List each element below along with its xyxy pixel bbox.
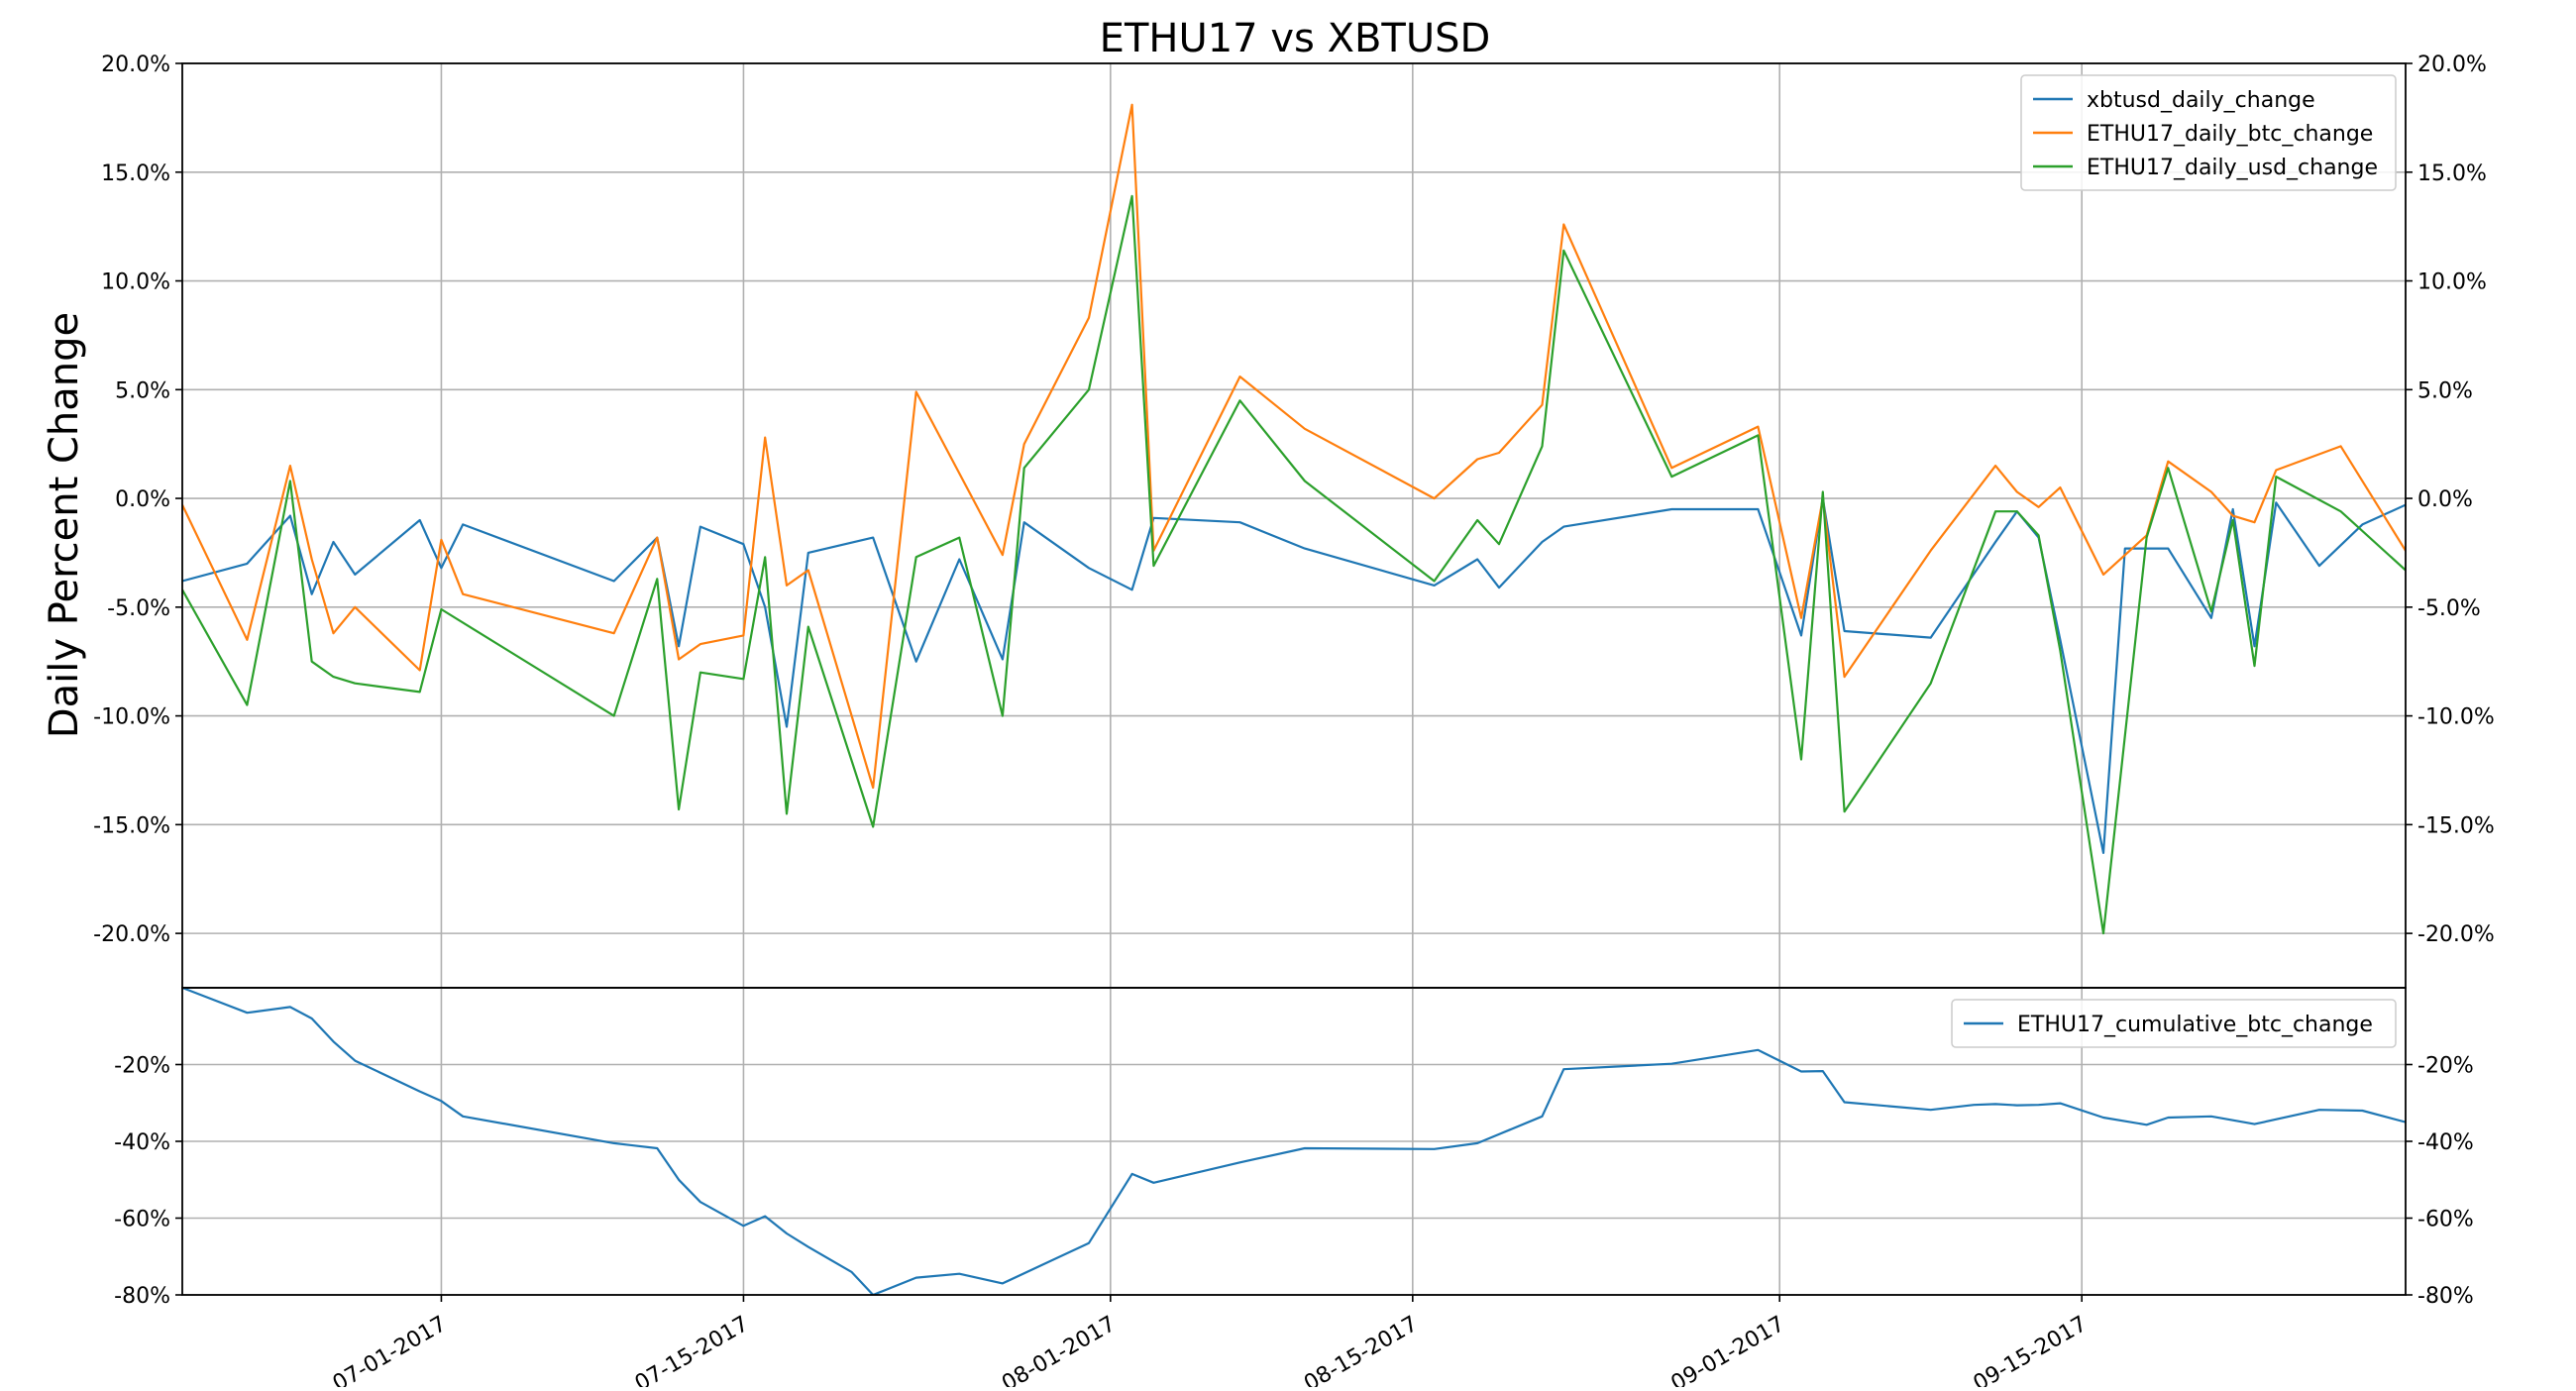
x-tick-label: 09-15-2017 xyxy=(1970,1312,2092,1387)
y-tick-label-right: 10.0% xyxy=(2417,270,2487,295)
series-line-ETHU17_daily_usd_change xyxy=(182,194,2406,935)
panel-1: 20.0% 20.0% 15.0% 15.0% 10.0% 10.0% 5.0% 5.0% 0.… xyxy=(93,53,2495,989)
y-tick-label-left: -5.0% xyxy=(107,596,170,621)
x-tick-label: 08-15-2017 xyxy=(1300,1312,1422,1387)
legend-entry: xbtusd_daily_change xyxy=(2087,88,2315,113)
x-tick-label: 09-01-2017 xyxy=(1667,1312,1789,1387)
y-tick-label-right: -10.0% xyxy=(2417,705,2495,730)
y-tick-label-right: 5.0% xyxy=(2417,378,2473,403)
legend-box xyxy=(2020,74,2397,191)
y-tick-label-left: 5.0% xyxy=(115,378,170,403)
y-tick-label-right: -80% xyxy=(2417,1284,2474,1309)
x-tick-label: 07-01-2017 xyxy=(329,1312,451,1387)
legend-entry: ETHU17_daily_btc_change xyxy=(2087,122,2373,147)
legend-box xyxy=(1951,999,2397,1048)
legend: xbtusd_daily_change ETHU17_daily_btc_chan… xyxy=(2020,74,2397,191)
y-tick-label-left: -60% xyxy=(114,1208,170,1232)
series-line-ETHU17_daily_btc_change xyxy=(182,103,2406,790)
legend-entry: ETHU17_daily_usd_change xyxy=(2087,156,2378,180)
plot-frame xyxy=(181,987,2407,1296)
y-tick-label-right: 15.0% xyxy=(2417,161,2487,186)
plot-frame xyxy=(181,62,2407,989)
chart-title: ETHU17 vs XBTUSD xyxy=(1100,16,1491,61)
y-tick-label-left: 20.0% xyxy=(101,53,170,77)
y-tick-label-left: -10.0% xyxy=(93,705,170,730)
y-tick-label-left: -40% xyxy=(114,1130,170,1155)
y-tick-label-right: -15.0% xyxy=(2417,813,2495,838)
y-axis-label: Daily Percent Change xyxy=(42,312,87,738)
y-tick-label-left: -20.0% xyxy=(93,922,170,947)
y-tick-label-right: -40% xyxy=(2417,1130,2474,1155)
legend: ETHU17_cumulative_btc_change xyxy=(1951,999,2397,1048)
y-tick-label-right: 20.0% xyxy=(2417,53,2487,77)
series-line-ETHU17_cumulative_btc_change xyxy=(182,988,2406,1295)
y-tick-label-left: -20% xyxy=(114,1054,170,1079)
y-tick-label-left: 15.0% xyxy=(101,161,170,186)
y-tick-label-right: -20% xyxy=(2417,1054,2474,1079)
x-tick-label: 07-15-2017 xyxy=(631,1312,753,1387)
y-tick-label-right: -20.0% xyxy=(2417,922,2495,947)
x-tick-label: 08-01-2017 xyxy=(998,1312,1120,1387)
y-tick-label-right: -5.0% xyxy=(2417,596,2481,621)
panel-2: -20% -20% -40% -40% -60% -60% -80% -80% ETHU17_c… xyxy=(114,987,2474,1309)
y-tick-label-right: -60% xyxy=(2417,1208,2474,1232)
y-tick-label-left: -15.0% xyxy=(93,813,170,838)
series-line-xbtusd_daily_change xyxy=(182,497,2406,854)
y-tick-label-right: 0.0% xyxy=(2417,487,2473,512)
legend-entry: ETHU17_cumulative_btc_change xyxy=(2017,1013,2373,1037)
y-tick-label-left: 10.0% xyxy=(101,270,170,295)
y-tick-label-left: -80% xyxy=(114,1284,170,1309)
y-tick-label-left: 0.0% xyxy=(115,487,170,512)
